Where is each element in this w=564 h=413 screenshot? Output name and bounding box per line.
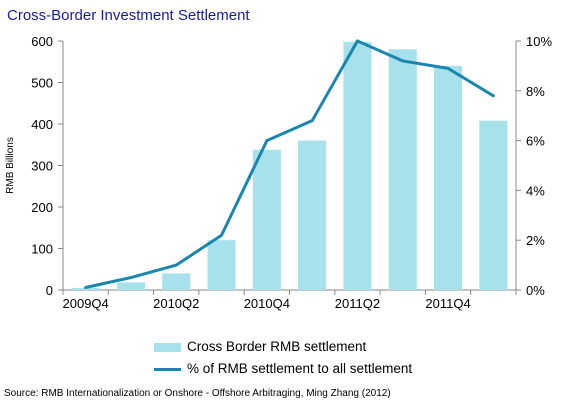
x-tick-label: 2011Q4 <box>425 296 470 311</box>
line-point <box>174 263 178 267</box>
y-tick-label-left: 300 <box>31 159 53 174</box>
legend-item-line: % of RMB settlement to all settlement <box>154 361 412 376</box>
line-point <box>491 94 495 98</box>
bar <box>479 120 508 291</box>
line-point <box>446 66 450 70</box>
x-tick-label: 2010Q4 <box>244 296 290 311</box>
y-tick-label-left: 600 <box>31 34 53 49</box>
chart-title: Cross-Border Investment Settlement <box>7 7 250 24</box>
y-tick-label-left: 500 <box>31 76 53 91</box>
bar <box>434 65 463 291</box>
line-point <box>129 276 133 280</box>
bar <box>252 149 281 290</box>
y-tick-label-left: 0 <box>46 283 53 298</box>
legend-label-line: % of RMB settlement to all settlement <box>187 361 413 376</box>
y-axis-title: RMB Billions <box>5 137 16 194</box>
line-point <box>265 139 269 143</box>
y-tick-label-left: 100 <box>31 242 53 257</box>
y-tick-label-right: 8% <box>526 84 545 99</box>
y-tick-label-right: 10% <box>526 34 552 49</box>
line-series <box>85 39 495 289</box>
legend-swatch-line <box>154 367 181 371</box>
bar <box>388 49 417 290</box>
y-tick-label-right: 0% <box>526 283 545 298</box>
legend-item-bar: Cross Border RMB settlement <box>154 339 366 354</box>
line-point <box>220 233 224 237</box>
x-tick-label: 2011Q2 <box>335 296 380 311</box>
y-tick-label-right: 4% <box>526 183 545 198</box>
bar <box>298 140 327 290</box>
line-point <box>84 286 88 290</box>
source-note: Source: RMB Internationalization or Onsh… <box>4 388 391 399</box>
line-point <box>355 39 359 43</box>
y-tick-label-left: 200 <box>31 200 53 215</box>
legend-swatch-bar <box>154 342 181 352</box>
bar <box>162 273 191 290</box>
line-point <box>310 119 314 123</box>
bar <box>116 282 145 290</box>
y-tick-label-right: 6% <box>526 134 545 149</box>
y-tick-label-right: 2% <box>526 233 545 248</box>
y-tick-label-left: 400 <box>31 117 53 132</box>
bar <box>343 41 372 290</box>
x-tick-label: 2010Q2 <box>153 296 199 311</box>
x-tick-label: 2009Q4 <box>63 296 109 311</box>
bar <box>207 240 236 290</box>
legend-label-bar: Cross Border RMB settlement <box>187 339 367 354</box>
line-point <box>401 59 405 63</box>
